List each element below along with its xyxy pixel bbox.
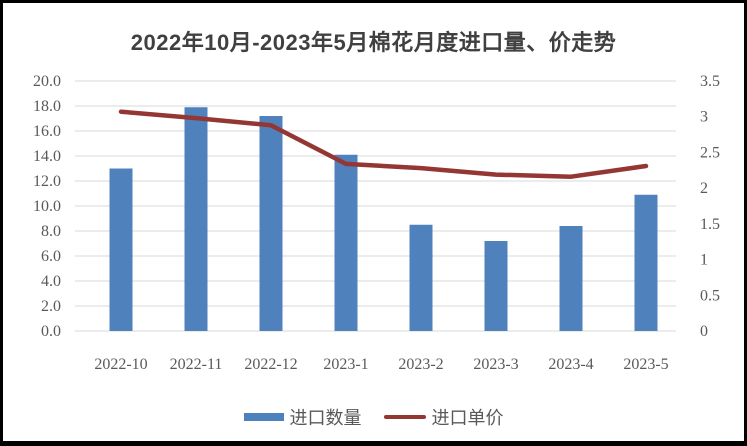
import-quantity-bar — [559, 226, 583, 331]
import-quantity-bar — [259, 116, 283, 331]
bar-series-swatch — [243, 413, 284, 421]
left-axis-tick-label: 16.0 — [33, 123, 61, 140]
left-axis-tick-label: 14.0 — [33, 148, 61, 165]
right-axis-tick-label: 3.5 — [700, 73, 720, 90]
right-axis-tick-label: 2.5 — [700, 144, 720, 161]
import-quantity-bar — [334, 154, 358, 331]
legend-label-import-price: 进口单价 — [431, 408, 504, 428]
chart-legend: 进口数量 进口单价 — [3, 404, 744, 430]
x-axis-category-label: 2023-4 — [548, 356, 593, 373]
x-axis-category-label: 2023-1 — [323, 356, 368, 373]
import-price-line — [118, 109, 649, 179]
chart-title: 2022年10月-2023年5月棉花月度进口量、价走势 — [130, 30, 617, 55]
right-axis-tick-label: 0 — [700, 323, 708, 340]
import-quantity-bar — [109, 168, 133, 331]
legend-item-import-quantity: 进口数量 — [243, 404, 362, 430]
x-axis-category-label: 2022-12 — [244, 356, 297, 373]
right-axis-tick-label: 3 — [700, 109, 708, 126]
x-axis-category-label: 2023-5 — [623, 356, 668, 373]
x-axis-category-label: 2022-10 — [94, 356, 147, 373]
line-series-swatch — [383, 415, 426, 419]
import-quantity-bar — [409, 224, 433, 331]
import-quantity-bar — [484, 241, 508, 331]
left-axis-tick-label: 0.0 — [41, 323, 61, 340]
left-axis-tick-label: 18.0 — [33, 98, 61, 115]
left-axis-tick-label: 8.0 — [41, 223, 61, 240]
left-axis-tick-label: 6.0 — [41, 248, 61, 265]
import-quantity-bar — [634, 194, 658, 331]
x-axis-category-label: 2023-2 — [398, 356, 443, 373]
left-axis-tick-label: 20.0 — [33, 73, 61, 90]
legend-item-import-price: 进口单价 — [383, 404, 504, 430]
left-axis-tick-label: 4.0 — [41, 273, 61, 290]
x-axis-category-label: 2022-11 — [170, 356, 223, 373]
left-axis-tick-label: 10.0 — [33, 198, 61, 215]
right-axis-tick-label: 0.5 — [700, 287, 720, 304]
legend-label-import-quantity: 进口数量 — [289, 408, 362, 428]
right-axis-tick-label: 1 — [700, 252, 708, 269]
right-axis-tick-label: 2 — [700, 180, 708, 197]
left-axis-tick-label: 2.0 — [41, 298, 61, 315]
combo-chart-plot: 0.0 2.0 4.0 6.0 8.0 10.0 12.0 14.0 16.0 18.0 20.0 0… — [33, 73, 720, 373]
x-axis-category-label: 2023-3 — [473, 356, 518, 373]
left-axis-tick-label: 12.0 — [33, 173, 61, 190]
right-axis-tick-label: 1.5 — [700, 216, 720, 233]
import-quantity-bar — [184, 107, 208, 331]
